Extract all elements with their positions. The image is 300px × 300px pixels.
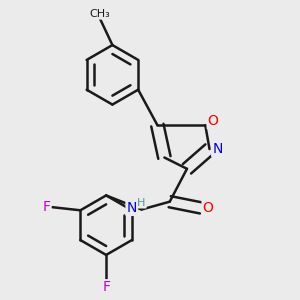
Text: CH₃: CH₃ (89, 9, 110, 19)
Text: N: N (127, 201, 137, 215)
Text: H: H (137, 198, 146, 208)
Text: O: O (202, 201, 213, 215)
Text: F: F (43, 200, 50, 214)
Text: O: O (208, 114, 219, 128)
Text: F: F (102, 280, 110, 294)
Text: N: N (212, 142, 223, 156)
